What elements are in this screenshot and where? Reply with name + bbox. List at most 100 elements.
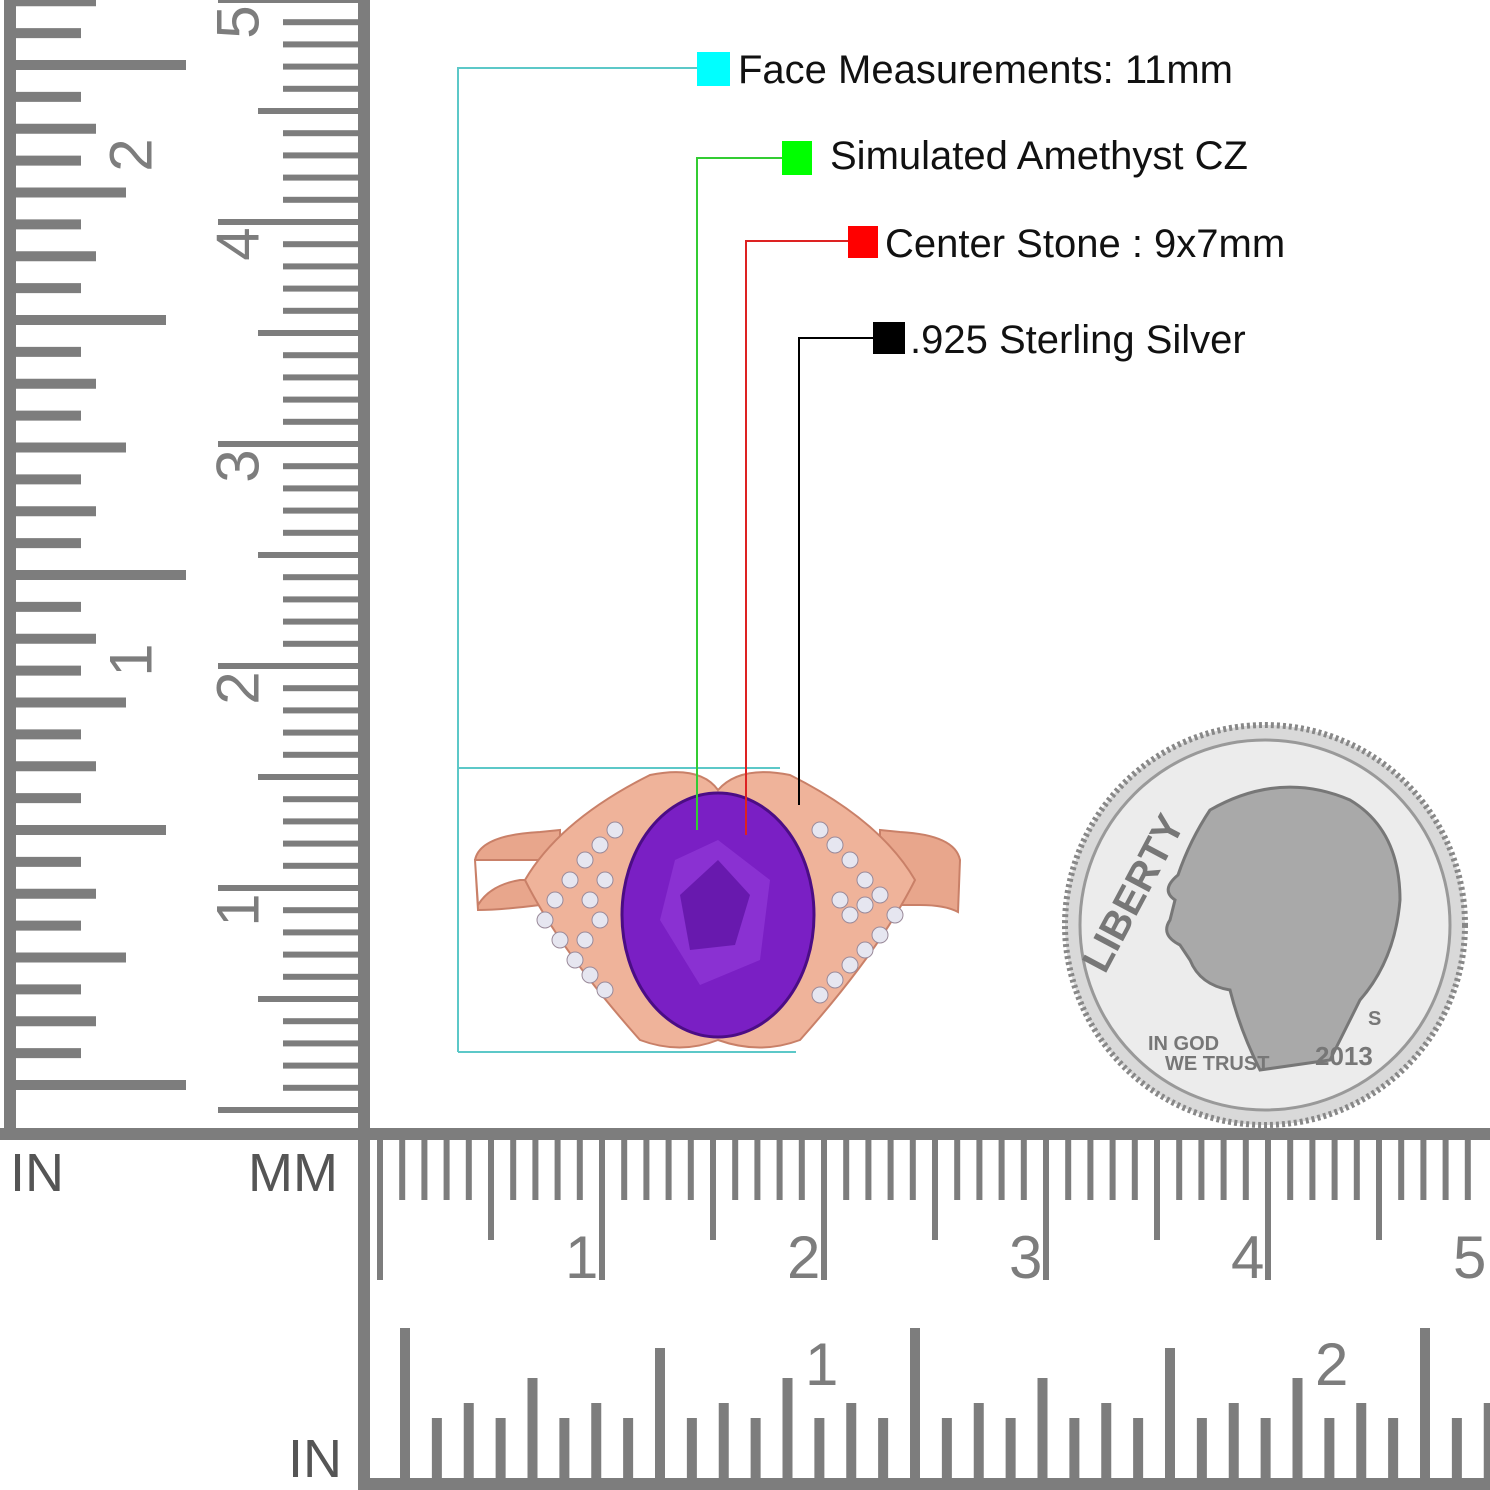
horizontal-mm-label: 3 — [1009, 1224, 1043, 1291]
center-stone-label: Center Stone : 9x7mm — [885, 222, 1286, 266]
mm-tick — [710, 1140, 716, 1240]
mm-tick — [283, 596, 358, 603]
inch-tick — [16, 378, 96, 389]
mm-tick — [283, 751, 358, 758]
inch-tick — [16, 825, 166, 835]
inch-tick — [1228, 1403, 1239, 1478]
mm-tick — [576, 1140, 583, 1200]
cz-stone — [596, 981, 614, 999]
mm-tick — [754, 1140, 761, 1200]
face-color-swatch — [697, 52, 730, 86]
mm-tick — [283, 396, 358, 403]
inch-tick — [16, 60, 186, 70]
mm-tick — [554, 1140, 561, 1200]
inch-tick — [1037, 1378, 1048, 1478]
vertical-mm-label: 5 — [204, 5, 272, 39]
inch-tick — [16, 952, 126, 963]
mm-tick — [798, 1140, 805, 1200]
mm-tick — [377, 1140, 383, 1280]
inch-tick — [1420, 1328, 1430, 1478]
metal-color-swatch — [873, 322, 905, 354]
inch-tick — [846, 1403, 857, 1478]
mm-tick — [283, 796, 358, 803]
ruler-left-edge — [4, 0, 16, 1135]
inch-tick — [495, 1418, 506, 1478]
inch-tick — [16, 920, 81, 931]
inch-tick — [16, 91, 81, 102]
cz-stone — [826, 836, 844, 854]
inch-tick — [16, 633, 96, 644]
mm-tick — [283, 507, 358, 514]
stone-callout-line — [696, 157, 782, 830]
inch-tick — [527, 1378, 538, 1478]
mm-tick — [1087, 1140, 1094, 1200]
mm-tick — [1309, 1140, 1316, 1200]
mm-tick — [283, 529, 358, 536]
inch-tick — [814, 1418, 825, 1478]
inch-tick — [16, 474, 81, 485]
inch-tick — [16, 761, 96, 772]
mm-tick — [218, 441, 358, 447]
cz-stone — [871, 886, 889, 904]
mm-tick — [399, 1140, 406, 1200]
mm-tick — [421, 1140, 428, 1200]
mm-tick — [776, 1140, 783, 1200]
mm-tick — [283, 951, 358, 958]
mm-tick — [998, 1140, 1005, 1200]
mm-tick — [283, 973, 358, 980]
cz-stone — [871, 926, 889, 944]
inch-tick — [655, 1348, 665, 1478]
mm-tick — [283, 862, 358, 869]
unit-in-left: IN — [10, 1143, 64, 1203]
ruler-horizontal-edge — [0, 1128, 1490, 1140]
inch-tick — [16, 0, 96, 7]
mm-tick — [1331, 1140, 1338, 1200]
cz-stone — [536, 911, 554, 929]
inch-tick — [1133, 1418, 1144, 1478]
inch-tick — [1483, 1403, 1490, 1478]
inch-tick — [1356, 1403, 1367, 1478]
mm-tick — [283, 374, 358, 381]
mm-tick — [283, 241, 358, 248]
mm-tick — [976, 1140, 983, 1200]
mm-tick — [665, 1140, 672, 1200]
mm-tick — [218, 0, 358, 3]
mm-tick — [1442, 1140, 1449, 1200]
mm-tick — [283, 19, 358, 26]
inch-tick — [1196, 1418, 1207, 1478]
mm-tick — [954, 1140, 961, 1200]
inch-tick — [16, 1080, 186, 1090]
cz-stone — [886, 906, 904, 924]
vertical-inch-label: 1 — [97, 643, 165, 677]
inch-tick — [16, 346, 81, 357]
inch-tick — [16, 442, 126, 453]
inch-tick — [16, 251, 96, 262]
horizontal-mm-label: 2 — [787, 1224, 821, 1291]
face-callout-line — [457, 67, 697, 1052]
mm-tick — [283, 85, 358, 92]
cz-stone — [581, 891, 599, 909]
mm-tick — [687, 1140, 694, 1200]
mm-tick — [283, 729, 358, 736]
mm-tick — [283, 352, 358, 359]
inch-tick — [878, 1418, 889, 1478]
inch-tick — [591, 1403, 602, 1478]
vertical-mm-label: 3 — [204, 449, 272, 483]
mm-tick — [283, 285, 358, 292]
inch-tick — [16, 697, 126, 708]
cz-stone — [606, 821, 624, 839]
inch-tick — [1388, 1418, 1399, 1478]
mm-tick — [1420, 1140, 1427, 1200]
mm-tick — [283, 1062, 358, 1069]
cz-stone — [856, 896, 874, 914]
inch-tick — [686, 1418, 697, 1478]
cz-stone — [591, 836, 609, 854]
mm-tick — [887, 1140, 894, 1200]
mm-tick — [465, 1140, 472, 1200]
mm-tick — [283, 685, 358, 692]
inch-tick — [16, 315, 166, 325]
inch-tick — [750, 1418, 761, 1478]
mm-tick — [283, 574, 358, 581]
inch-tick — [1165, 1348, 1175, 1478]
